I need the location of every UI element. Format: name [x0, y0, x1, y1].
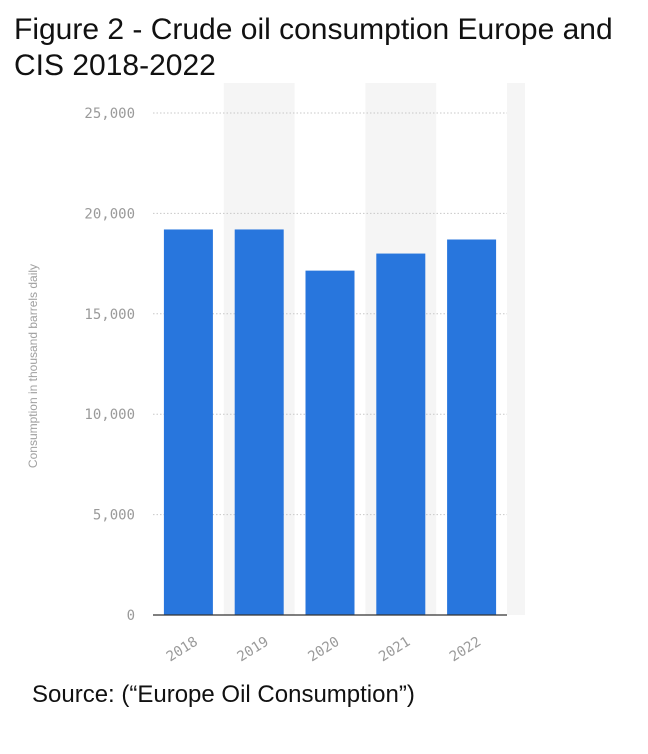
y-tick-label: 5,000 — [93, 508, 135, 524]
x-tick-label: 2020 — [305, 634, 342, 665]
x-tick-label: 2022 — [447, 634, 484, 665]
x-tick-label: 2019 — [235, 634, 272, 665]
figure-title: Figure 2 - Crude oil consumption Europe … — [14, 13, 613, 82]
x-tick-label: 2018 — [164, 634, 201, 665]
x-tick-labels: 2018 2019 2020 2021 2022 — [164, 634, 484, 665]
column-band — [507, 83, 525, 615]
y-tick-label: 0 — [127, 608, 135, 624]
source-citation: Source: (“Europe Oil Consumption”) — [32, 681, 415, 708]
bars — [163, 229, 497, 616]
y-tick-label: 25,000 — [84, 106, 135, 122]
y-tick-label: 10,000 — [84, 407, 135, 423]
bar-2019 — [234, 229, 284, 616]
bar-2020 — [305, 270, 355, 615]
bar-2022 — [447, 239, 497, 615]
y-tick-labels: 0 5,000 10,000 15,000 20,000 25,000 — [84, 106, 135, 624]
bar-2018 — [163, 229, 213, 616]
y-axis-title: Consumption in thousand barrels daily — [26, 264, 40, 468]
y-tick-label: 15,000 — [84, 307, 135, 323]
y-tick-label: 20,000 — [84, 206, 135, 222]
x-tick-label: 2021 — [376, 634, 413, 665]
bar-2021 — [376, 253, 426, 615]
